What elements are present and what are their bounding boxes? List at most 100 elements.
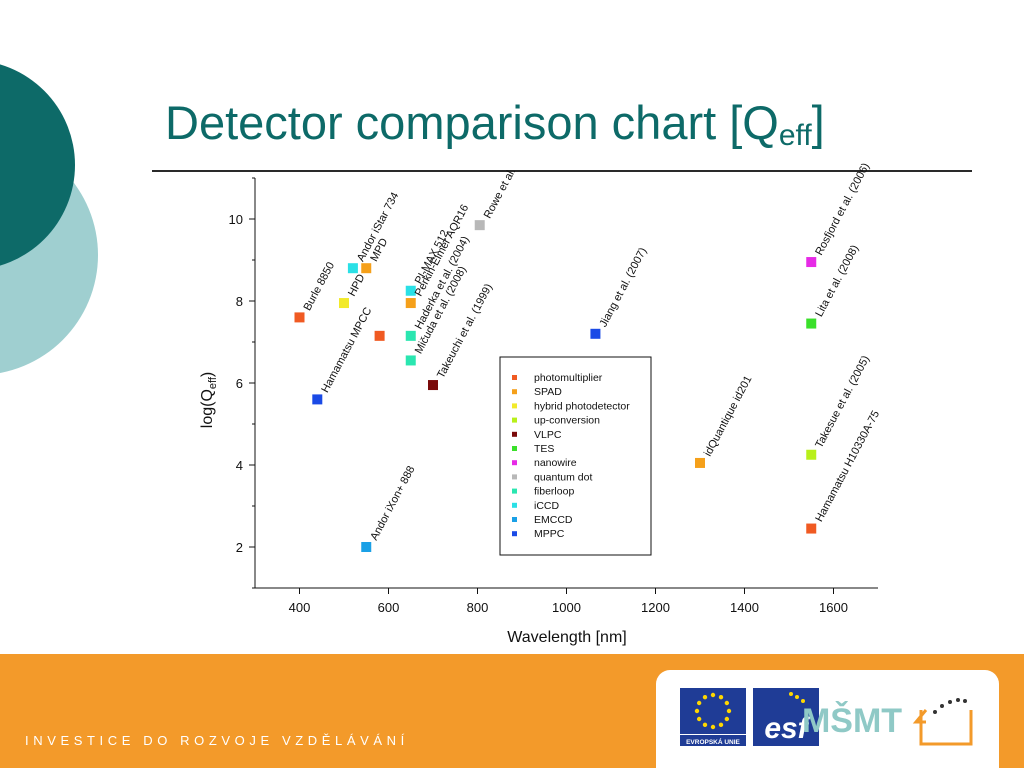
chart-ticks: 400 600 800 1000 1200 1400 1600 2 4 6 8 10 [229, 177, 848, 615]
legend-entry: hybrid photodetector [534, 400, 630, 412]
msmt-logo: MŠMT [802, 701, 902, 740]
y-tick-label: 8 [236, 294, 243, 309]
point-label: Hamamatsu MPCC [319, 305, 374, 394]
funding-logos: EVROPSKÁ UNIE esf MŠMT [680, 688, 973, 746]
y-axis-label-sub: eff [207, 376, 219, 389]
data-point [806, 318, 817, 329]
legend-entry: MPPC [534, 528, 565, 540]
data-point [695, 457, 705, 468]
point-label: Jiang et al. (2007) [597, 246, 649, 329]
detector-scatter-chart: 400 600 800 1000 1200 1400 1600 2 4 6 8 10 Burle 88… [199, 161, 882, 646]
x-tick-label: 800 [467, 600, 489, 615]
legend-swatch [512, 488, 517, 494]
legend-swatch [512, 446, 517, 451]
legend-entry: up-conversion [534, 415, 600, 427]
legend-swatch [512, 417, 517, 423]
eu-star [702, 694, 708, 700]
point-label: Rowe et al. [482, 166, 518, 220]
msmt-label: MŠMT [802, 701, 902, 740]
legend-swatch [512, 389, 517, 395]
legend-entry: iCCD [534, 500, 559, 512]
data-point [806, 449, 817, 460]
legend-swatch [512, 403, 517, 409]
eu-star [726, 708, 732, 714]
legend-entry: TES [534, 443, 554, 455]
x-tick-label: 1200 [641, 600, 670, 615]
chart-legend: photomultiplier SPAD hybrid photodetector u… [499, 356, 652, 556]
legend-swatch [512, 531, 517, 537]
x-tick-label: 1600 [819, 600, 848, 615]
data-point [347, 263, 358, 274]
title-divider [152, 170, 972, 172]
data-point [428, 380, 438, 391]
point-label: Andor iXon+ 888 [368, 464, 417, 542]
legend-swatch [512, 474, 517, 480]
legend-swatch [512, 517, 517, 522]
y-tick-label: 6 [236, 376, 243, 391]
legend-box [499, 356, 652, 556]
data-point [294, 312, 305, 323]
eu-star [702, 722, 708, 728]
eu-star [710, 692, 716, 698]
data-point [405, 330, 416, 341]
legend-swatch [512, 460, 517, 466]
op-vk-logo [912, 698, 973, 746]
data-point [474, 220, 485, 231]
x-tick-label: 400 [289, 600, 311, 615]
x-tick-label: 1400 [730, 600, 759, 615]
title-main: Detector comparison chart [Q [165, 96, 779, 149]
eu-star [710, 724, 716, 730]
legend-entry: VLPC [534, 429, 562, 441]
eu-star [724, 700, 730, 706]
page-title: Detector comparison chart [Qeff] [165, 95, 825, 153]
eu-star [718, 722, 724, 728]
logo-card: EVROPSKÁ UNIE esf MŠMT [656, 670, 999, 768]
legend-swatch [512, 375, 517, 380]
data-point [806, 257, 817, 268]
legend-entry: quantum dot [534, 471, 592, 483]
legend-entry: photomultiplier [534, 372, 603, 384]
legend-entry: nanowire [534, 457, 577, 469]
y-tick-label: 10 [229, 212, 243, 227]
x-tick-label: 600 [378, 600, 400, 615]
y-tick-label: 4 [236, 458, 243, 473]
point-label: HPD [346, 272, 368, 298]
data-point [590, 328, 601, 339]
data-point [806, 523, 817, 534]
legend-entry: fiberloop [534, 486, 574, 498]
esf-logo: esf [753, 688, 819, 746]
data-point [405, 298, 416, 309]
point-label: Burle 8850 [302, 260, 338, 313]
point-label: Rosfjord et al. (2006) [813, 161, 872, 257]
legend-swatch [512, 502, 517, 508]
legend-swatch [512, 431, 517, 437]
data-point [374, 330, 385, 341]
data-point [339, 298, 349, 309]
eu-star [696, 700, 702, 706]
legend-entry: EMCCD [534, 514, 573, 526]
decorative-circles [0, 64, 98, 373]
eu-star [696, 716, 702, 722]
y-axis-label: log(Qeff) [199, 372, 219, 428]
eu-star [718, 694, 724, 700]
title-close: ] [811, 96, 825, 149]
chart-points [294, 220, 817, 552]
footer-slogan: INVESTICE DO ROZVOJE VZDĚLÁVÁNÍ [25, 733, 409, 748]
data-point [361, 263, 372, 274]
esf-label: esf [764, 712, 810, 745]
data-point [361, 542, 372, 552]
title-subscript: eff [778, 119, 812, 152]
eu-star [694, 708, 700, 714]
legend-entry: SPAD [534, 386, 562, 398]
y-axis-label-close: ) [199, 372, 216, 377]
x-axis-label: Wavelength [nm] [507, 629, 626, 646]
data-point [312, 394, 323, 405]
y-axis-label-main: log(Q [199, 389, 216, 428]
eu-star [724, 716, 730, 722]
eu-label: EVROPSKÁ UNIE [686, 737, 740, 746]
point-label: idQuantique id201 [702, 374, 755, 458]
eu-flag-logo: EVROPSKÁ UNIE [680, 688, 746, 746]
y-tick-label: 2 [236, 540, 243, 555]
data-point [405, 285, 416, 296]
x-tick-label: 1000 [552, 600, 581, 615]
